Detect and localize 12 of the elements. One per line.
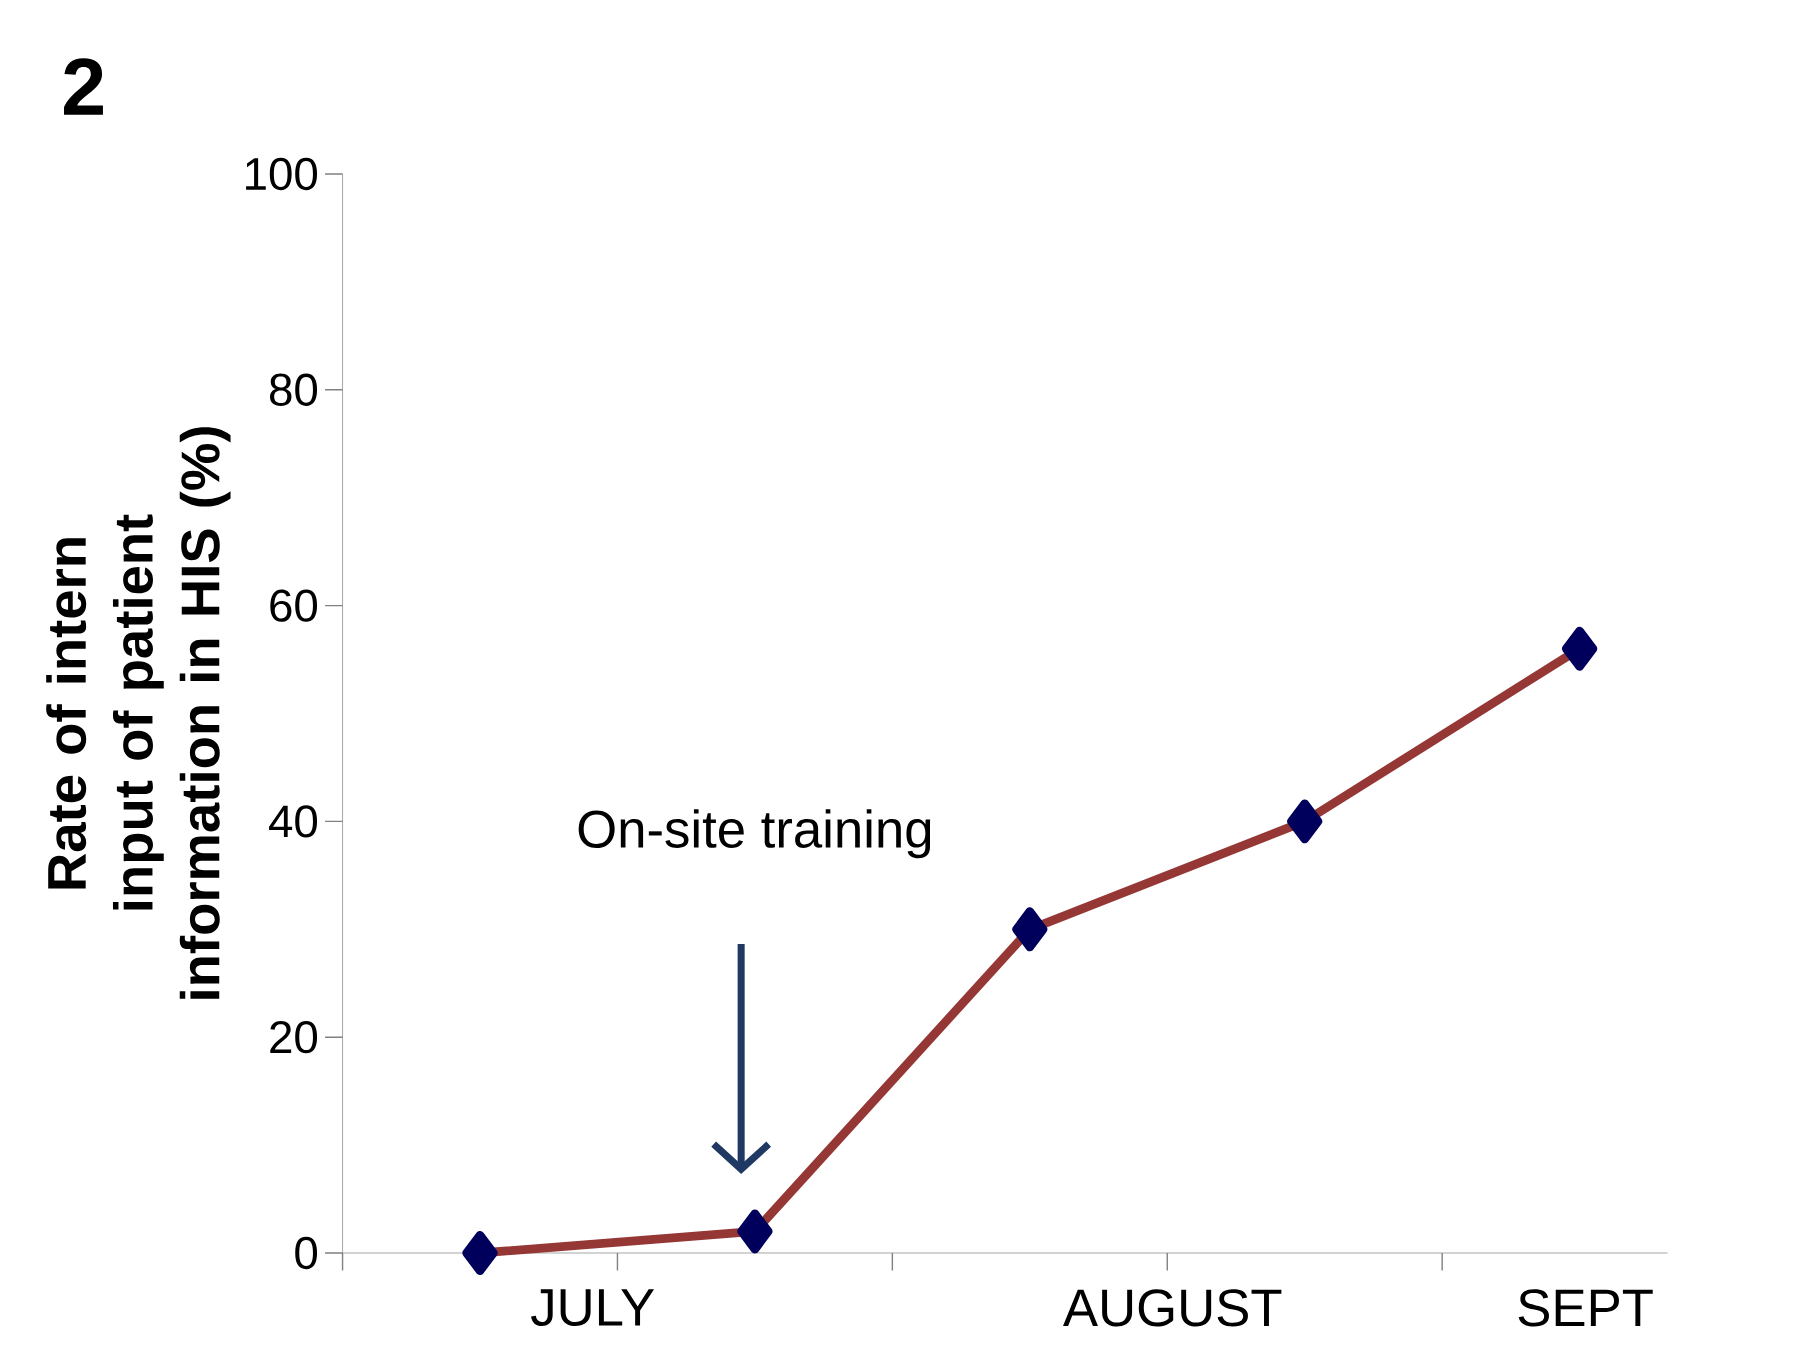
y-axis-title: Rate of intern input of patient information in HIS (%) [46, 427, 231, 999]
y-tick-label: 100 [246, 157, 318, 191]
text: AUGUST [1063, 1289, 1282, 1327]
text: JULY [531, 1289, 655, 1326]
annotation: On-site training [578, 809, 931, 859]
text: SEPT [1518, 1289, 1653, 1327]
y-tick-label: 60 [270, 589, 318, 622]
y-tick-label: 0 [295, 1236, 318, 1270]
chart-title: 2 [64, 58, 103, 115]
y-tick-label: 20 [270, 1021, 318, 1054]
y-tick-label: 40 [269, 805, 318, 838]
y-tick-label: 80 [270, 373, 318, 406]
